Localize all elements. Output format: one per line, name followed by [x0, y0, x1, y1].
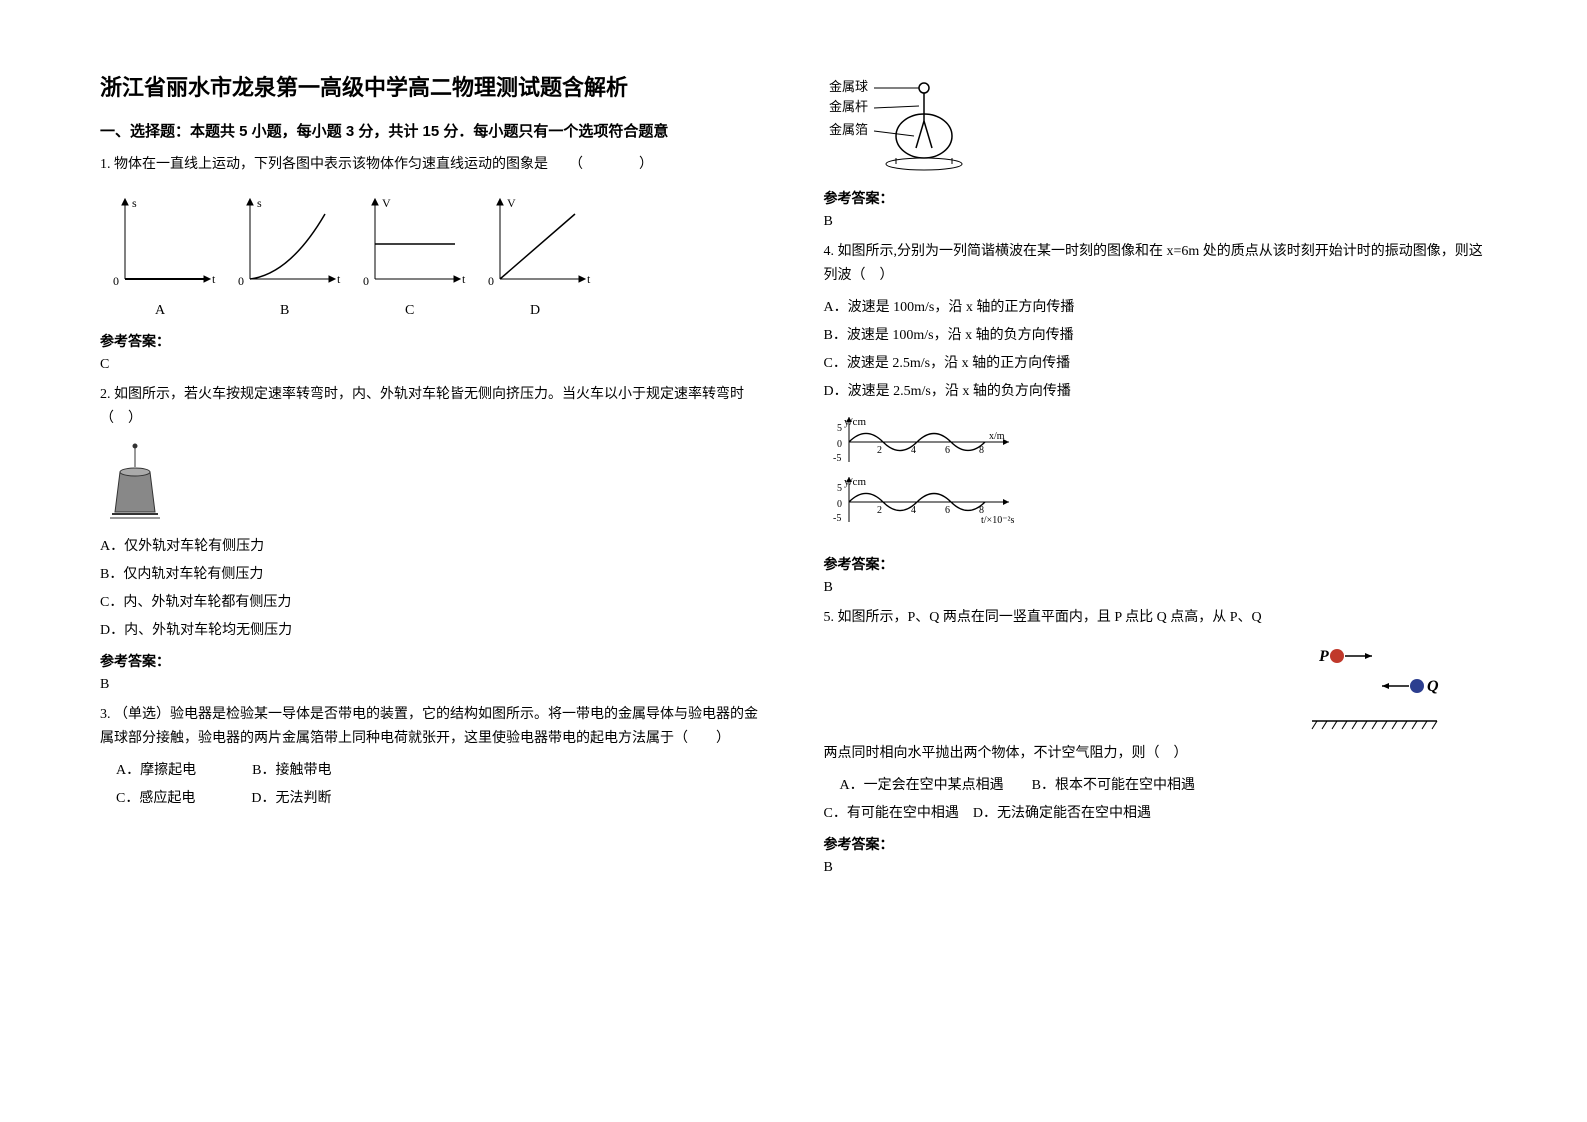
section-1-header: 一、选择题：本题共 5 小题，每小题 3 分，共计 15 分．每小题只有一个选项… — [100, 120, 764, 141]
svg-text:C: C — [405, 303, 414, 318]
svg-text:5: 5 — [837, 483, 842, 494]
q4-option-c: C．波速是 2.5m/s，沿 x 轴的正方向传播 — [824, 350, 1488, 378]
svg-text:0: 0 — [363, 274, 369, 288]
q5-option-c: C．有可能在空中相遇 — [824, 806, 959, 821]
svg-text:s: s — [132, 196, 137, 210]
q5-figure: P Q — [1297, 641, 1447, 736]
svg-text:t: t — [462, 272, 466, 286]
q3-option-d: D．无法判断 — [251, 791, 331, 806]
q4-answer: B — [824, 580, 1488, 596]
svg-text:P: P — [1318, 648, 1329, 665]
q3-rod-label: 金属杆 — [829, 99, 868, 114]
svg-text:t: t — [337, 272, 341, 286]
svg-text:s: s — [257, 196, 262, 210]
svg-text:2: 2 — [877, 445, 882, 456]
q5-option-a: A．一定会在空中某点相遇 — [840, 778, 1004, 793]
svg-text:x/m: x/m — [989, 431, 1005, 442]
q2-option-c: C．内、外轨对车轮都有侧压力 — [100, 589, 764, 617]
q3-option-b: B．接触带电 — [252, 763, 331, 778]
q3-option-a: A．摩擦起电 — [116, 763, 196, 778]
svg-text:0: 0 — [238, 274, 244, 288]
q3-figure: 金属球 金属杆 金属箔 — [824, 76, 1488, 176]
q4-option-a: A．波速是 100m/s，沿 x 轴的正方向传播 — [824, 294, 1488, 322]
q5-option-b: B．根本不可能在空中相遇 — [1032, 778, 1195, 793]
q5-answer-label: 参考答案： — [824, 834, 1488, 854]
q1-graph: s t 0 s t 0 — [100, 189, 764, 319]
q2-answer-label: 参考答案： — [100, 651, 764, 671]
svg-text:6: 6 — [945, 445, 950, 456]
q3-option-c: C．感应起电 — [116, 791, 195, 806]
svg-text:t/×10⁻²s: t/×10⁻²s — [981, 515, 1014, 526]
svg-text:V: V — [382, 196, 391, 210]
q2-option-b: B．仅内轨对车轮有侧压力 — [100, 561, 764, 589]
q2-option-d: D．内、外轨对车轮均无侧压力 — [100, 617, 764, 645]
svg-text:0: 0 — [113, 274, 119, 288]
svg-text:B: B — [280, 303, 289, 318]
q3-ball-label: 金属球 — [829, 79, 868, 94]
svg-text:0: 0 — [488, 274, 494, 288]
svg-text:5: 5 — [837, 423, 842, 434]
q2-option-a: A．仅外轨对车轮有侧压力 — [100, 533, 764, 561]
svg-text:0: 0 — [837, 439, 842, 450]
svg-text:Q: Q — [1427, 678, 1439, 695]
q3-text: 3. （单选）验电器是检验某一导体是否带电的装置，它的结构如图所示。将一带电的金… — [100, 703, 764, 751]
q4-option-d: D．波速是 2.5m/s，沿 x 轴的负方向传播 — [824, 378, 1488, 406]
q5-text2: 两点同时相向水平抛出两个物体，不计空气阻力，则（ ） — [824, 742, 1488, 766]
svg-text:t: t — [587, 272, 591, 286]
svg-text:0: 0 — [837, 499, 842, 510]
svg-text:A: A — [155, 303, 166, 318]
svg-text:-5: -5 — [833, 453, 841, 464]
q1-text: 1. 物体在一直线上运动，下列各图中表示该物体作匀速直线运动的图象是 （ ） — [100, 153, 764, 177]
q4-answer-label: 参考答案： — [824, 554, 1488, 574]
exam-page: 浙江省丽水市龙泉第一高级中学高二物理测试题含解析 一、选择题：本题共 5 小题，… — [100, 70, 1487, 1092]
q4-option-b: B．波速是 100m/s，沿 x 轴的负方向传播 — [824, 322, 1488, 350]
q5-text1: 5. 如图所示，P、Q 两点在同一竖直平面内，且 P 点比 Q 点高，从 P、Q — [824, 606, 1488, 630]
svg-text:-5: -5 — [833, 513, 841, 524]
q3-answer-label: 参考答案： — [824, 188, 1488, 208]
q5-option-d: D．无法确定能否在空中相遇 — [973, 806, 1151, 821]
right-column: 金属球 金属杆 金属箔 参考答案： B 4. 如图所示,分别为一列简谐横波在某一… — [824, 70, 1488, 1092]
q4-graph: y/cm 5 0 -5 2 4 6 8 x/m y/cm — [824, 412, 1488, 542]
q2-text: 2. 如图所示，若火车按规定速率转弯时，内、外轨对车轮皆无侧向挤压力。当火车以小… — [100, 383, 764, 431]
q1-answer: C — [100, 357, 764, 373]
svg-text:V: V — [507, 196, 516, 210]
svg-text:2: 2 — [877, 505, 882, 516]
q2-answer: B — [100, 677, 764, 693]
svg-text:6: 6 — [945, 505, 950, 516]
svg-text:t: t — [212, 272, 216, 286]
q3-answer: B — [824, 214, 1488, 230]
q4-text: 4. 如图所示,分别为一列简谐横波在某一时刻的图像和在 x=6m 处的质点从该时… — [824, 240, 1488, 288]
q5-answer: B — [824, 860, 1488, 876]
q3-foil-label: 金属箔 — [829, 122, 868, 137]
q2-figure — [100, 442, 764, 527]
q1-answer-label: 参考答案： — [100, 331, 764, 351]
page-title: 浙江省丽水市龙泉第一高级中学高二物理测试题含解析 — [100, 70, 764, 102]
svg-text:D: D — [530, 303, 540, 318]
left-column: 浙江省丽水市龙泉第一高级中学高二物理测试题含解析 一、选择题：本题共 5 小题，… — [100, 70, 764, 1092]
